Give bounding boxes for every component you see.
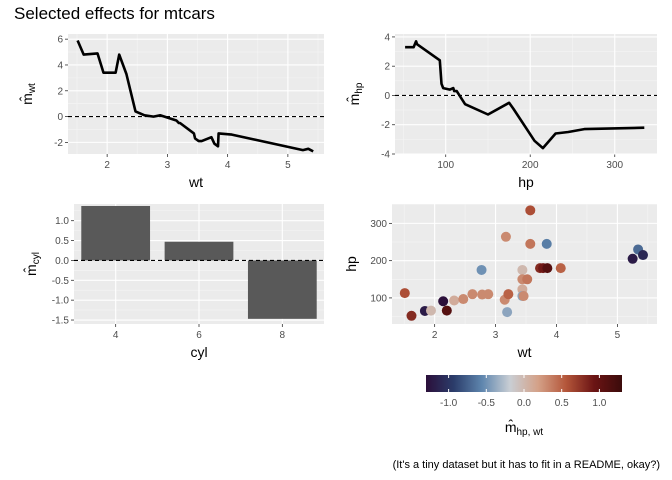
colorbar-tick-label: -0.5: [478, 398, 496, 409]
x-tick-label: 2: [432, 330, 438, 341]
scatter-point: [503, 289, 514, 300]
x-tick-label: 3: [493, 330, 499, 341]
y-tick-label: 200: [370, 256, 387, 267]
scatter-point: [525, 205, 536, 216]
y-axis-title-text: m̂wt: [19, 83, 38, 105]
x-tick-label: 100: [437, 160, 454, 171]
scatter-point: [541, 238, 552, 249]
x-tick-label: 5: [615, 330, 621, 341]
colorbar-tick-label: 1.0: [592, 398, 606, 409]
colorbar-legend: -1.0 -0.5 0.0 0.5 1.0 m̂hp, wt: [426, 375, 622, 438]
panel-hp: 100 200 300 -4 -2 0 2 4 hp m̂hp: [346, 32, 657, 190]
bar-4: [81, 205, 151, 261]
y-tick-label: 2: [57, 86, 63, 97]
colorbar-tick-label: 0.0: [517, 398, 531, 409]
y-tick-label: 0: [57, 112, 63, 123]
x-tick-label: 4: [113, 330, 119, 341]
colorbar: [426, 375, 622, 392]
y-axis-title-text: m̂cyl: [23, 252, 42, 276]
scatter-point: [406, 310, 417, 321]
scatter-point: [425, 305, 436, 316]
y-axis-title-text: hp: [343, 256, 359, 272]
scatter-point: [517, 264, 528, 275]
x-axis-title: hp: [518, 174, 534, 190]
y-tick-label: 0.0: [55, 256, 69, 267]
x-axis-title: wt: [517, 344, 532, 360]
colorbar-title: m̂hp, wt: [505, 419, 544, 438]
y-tick-label: 0.5: [55, 236, 69, 247]
y-axis-title: m̂cyl: [23, 252, 42, 276]
y-axis-title: hp: [343, 256, 359, 272]
x-tick-label: 8: [280, 330, 286, 341]
panel-interaction: 2 3 4 5 100 200 300 wt hp: [343, 204, 657, 360]
scatter-point: [467, 289, 478, 300]
scatter-point: [525, 238, 536, 249]
y-tick-label: -0.5: [52, 276, 70, 287]
y-tick-label: -2: [381, 120, 390, 131]
scatter-point: [441, 305, 452, 316]
chart-caption: (It's a tiny dataset but it has to fit i…: [392, 459, 660, 471]
y-tick-label: 1.0: [55, 216, 69, 227]
panel-wt: 2 3 4 5 -2 0 2 4 6 wt m̂wt: [19, 34, 324, 190]
scatter-point: [483, 289, 494, 300]
scatter-point: [438, 296, 449, 307]
scatter-point: [449, 295, 460, 306]
x-tick-label: 4: [554, 330, 560, 341]
y-tick-label: -4: [381, 150, 390, 161]
y-tick-label: 4: [57, 60, 63, 71]
y-axis-title-text: m̂hp: [346, 82, 365, 105]
effect-line-wt: [76, 39, 314, 153]
x-tick-label: 200: [522, 160, 539, 171]
scatter-point: [542, 263, 553, 274]
panel-background: [68, 34, 324, 154]
scatter-point: [555, 263, 566, 274]
y-tick-label: -1.0: [52, 296, 70, 307]
colorbar-tick-label: 0.5: [555, 398, 569, 409]
x-tick-label: 300: [606, 160, 623, 171]
x-tick-label: 5: [285, 160, 291, 171]
panel-background: [392, 204, 657, 324]
colorbar-tick-label: -1.0: [440, 398, 458, 409]
x-tick-label: 6: [196, 330, 202, 341]
scatter-point: [502, 307, 513, 318]
bar-6: [164, 241, 234, 261]
scatter-point: [522, 274, 533, 285]
scatter-point: [627, 253, 638, 264]
x-tick-label: 4: [225, 160, 231, 171]
scatter-point: [399, 288, 410, 299]
panel-cyl: 4 6 8 -1.5 -1.0 -0.5 0.0 0.5 1.0 cyl m̂cyl: [23, 204, 324, 360]
y-tick-label: -2: [54, 138, 63, 149]
y-tick-label: 300: [370, 219, 387, 230]
y-tick-label: 6: [57, 35, 63, 46]
y-tick-label: 100: [370, 293, 387, 304]
x-axis-title: wt: [188, 174, 203, 190]
scatter-point: [476, 264, 487, 275]
scatter-point: [518, 291, 529, 302]
y-tick-label: 4: [384, 32, 390, 43]
scatter-point: [637, 250, 648, 261]
panel-background: [395, 34, 657, 154]
y-tick-label: 2: [384, 62, 390, 73]
y-axis-title: m̂wt: [19, 83, 38, 105]
scatter-point: [458, 294, 469, 305]
x-tick-label: 3: [165, 160, 171, 171]
x-tick-label: 2: [104, 160, 110, 171]
scatter-point: [500, 231, 511, 242]
chart-title: Selected effects for mtcars: [14, 4, 215, 23]
x-axis-title: cyl: [190, 344, 207, 360]
y-tick-label: 0: [384, 91, 390, 102]
effect-line-hp: [405, 39, 645, 150]
y-axis-title: m̂hp: [346, 82, 365, 105]
bar-8: [247, 260, 317, 319]
y-tick-label: -1.5: [52, 316, 70, 327]
